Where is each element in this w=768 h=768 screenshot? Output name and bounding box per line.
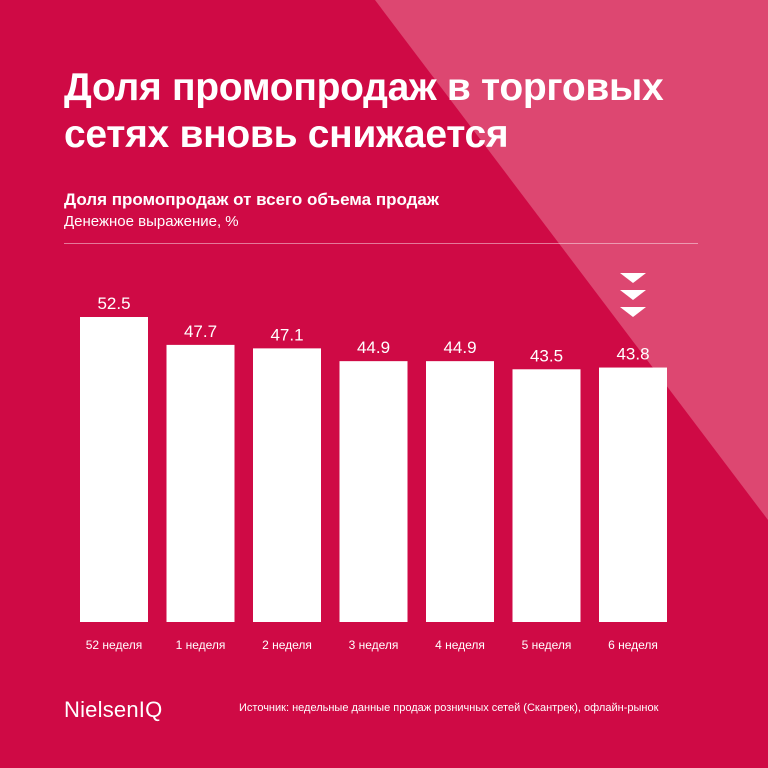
data-label-2: 47.7	[184, 322, 217, 341]
category-label-2: 1 неделя	[176, 638, 226, 652]
category-label-4: 3 неделя	[349, 638, 399, 652]
chevron-2	[620, 290, 646, 300]
chevron-1	[620, 273, 646, 283]
background-triangle-shape	[375, 0, 768, 520]
bar-6	[512, 369, 581, 622]
data-label-1: 52.5	[97, 294, 130, 313]
divider-line	[64, 243, 698, 244]
chart-title: Доля промопродаж от всего объема продаж	[64, 190, 439, 209]
data-label-7: 43.8	[616, 345, 649, 364]
headline: Доля промопродаж в торговых сетях вновь …	[64, 66, 664, 156]
bar-5	[426, 361, 494, 622]
triple-chevron-down-icon	[620, 273, 646, 317]
bar-group: 52.5 52 неделя 47.7 1 неделя 47.1 2 неделя 44.…	[80, 294, 667, 652]
data-label-4: 44.9	[357, 338, 390, 357]
category-label-6: 5 неделя	[522, 638, 572, 652]
source-note: Источник: недельные данные продаж рознич…	[239, 702, 659, 714]
bar-1	[80, 317, 148, 622]
category-label-7: 6 неделя	[608, 638, 658, 652]
data-label-3: 47.1	[270, 325, 303, 344]
category-label-1: 52 неделя	[86, 638, 143, 652]
data-label-6: 43.5	[530, 346, 563, 365]
nielseniq-logo: NielsenIQ	[64, 697, 163, 722]
bar-2	[166, 344, 235, 622]
chart-subtitle: Денежное выражение, %	[64, 213, 239, 230]
category-label-3: 2 неделя	[262, 638, 312, 652]
data-label-5: 44.9	[443, 338, 476, 357]
chevron-3	[620, 307, 646, 317]
bar-7	[599, 367, 667, 622]
bar-3	[253, 348, 321, 622]
bar-4	[339, 361, 408, 622]
category-label-5: 4 неделя	[435, 638, 485, 652]
